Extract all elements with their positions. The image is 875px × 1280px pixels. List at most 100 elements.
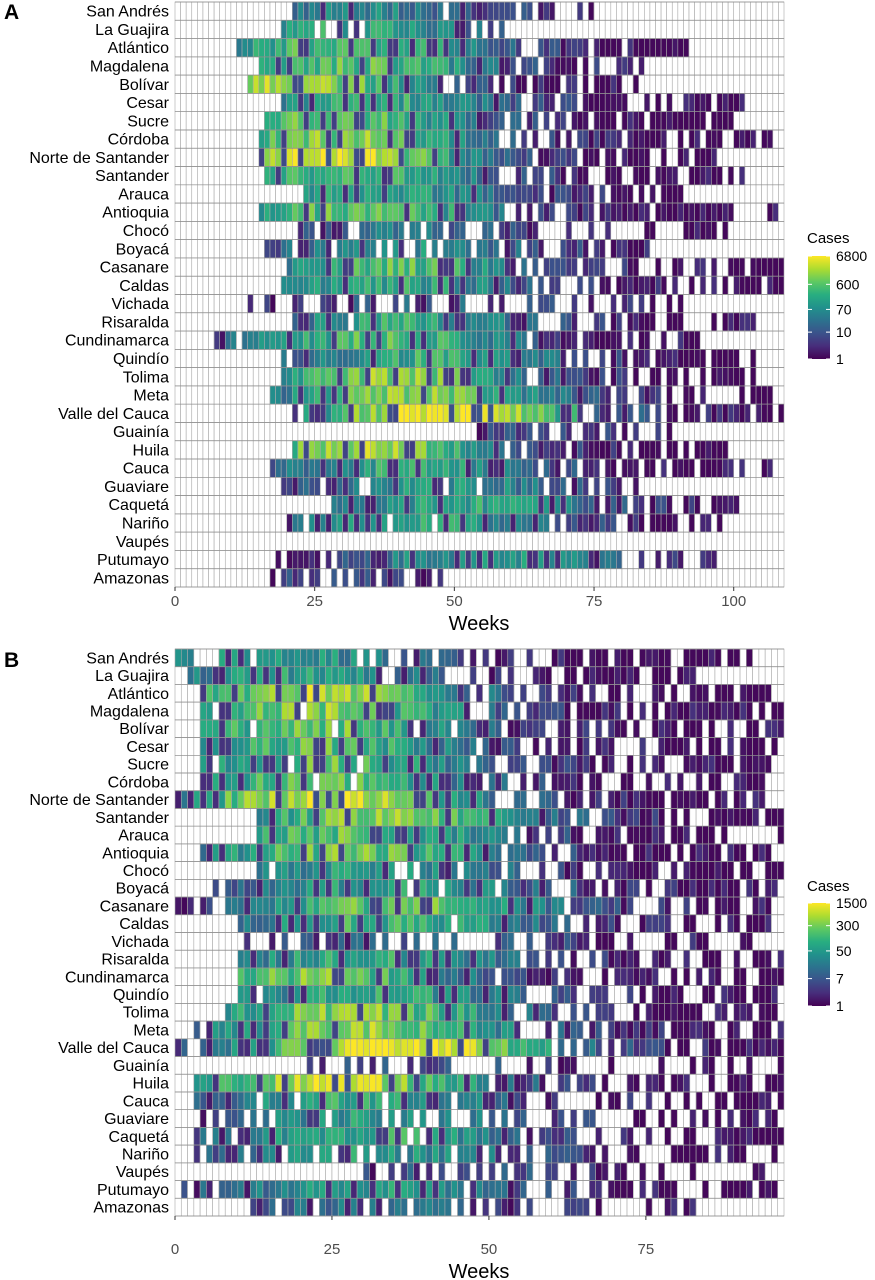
heatmap-cell [576, 684, 584, 703]
heatmap-cell [604, 422, 612, 442]
heatmap-cell [403, 312, 410, 332]
heatmap-cell [565, 147, 572, 167]
empty-cell [683, 312, 690, 332]
empty-cell [219, 74, 226, 94]
empty-cell [521, 531, 528, 551]
empty-cell [588, 403, 595, 423]
empty-cell [280, 403, 288, 423]
empty-cell [733, 166, 740, 186]
heatmap-cell [616, 440, 623, 460]
heatmap-cell [589, 701, 596, 721]
heatmap-cell [319, 239, 327, 259]
empty-cell [660, 477, 667, 496]
heatmap-cell [582, 808, 590, 827]
heatmap-cell [521, 330, 528, 350]
empty-cell [758, 648, 766, 668]
empty-cell [738, 1, 746, 21]
heatmap-cell [400, 772, 408, 792]
empty-cell [593, 221, 600, 240]
heatmap-cell [557, 861, 565, 880]
empty-cell [258, 440, 265, 460]
empty-cell [727, 19, 735, 39]
empty-cell [303, 513, 310, 533]
heatmap-cell [638, 56, 645, 76]
heatmap-cell [409, 477, 416, 496]
empty-cell [761, 513, 768, 533]
heatmap-cell [504, 239, 511, 259]
row-label: Arauca [118, 828, 169, 845]
heatmap-cell [476, 257, 483, 277]
heatmap-cell [292, 330, 299, 350]
empty-cell [241, 568, 248, 588]
heatmap-cell [589, 843, 596, 862]
empty-cell [778, 458, 785, 478]
heatmap-cell [281, 719, 289, 738]
heatmap-cell [476, 184, 483, 204]
heatmap-cell [224, 648, 232, 668]
heatmap-cell [722, 403, 729, 423]
empty-cell [187, 737, 195, 756]
empty-cell [771, 825, 779, 845]
heatmap-cell [616, 129, 623, 149]
heatmap-cell [398, 111, 405, 131]
empty-cell [627, 166, 634, 186]
heatmap-cell [549, 147, 556, 167]
heatmap-cell [526, 550, 533, 570]
heatmap-cell [526, 879, 534, 898]
empty-cell [520, 701, 527, 721]
empty-cell [193, 825, 201, 845]
empty-cell [620, 755, 628, 774]
heatmap-cell [537, 202, 545, 222]
heatmap-cell [420, 56, 427, 76]
heatmap-cell [614, 719, 622, 738]
empty-cell [761, 221, 768, 240]
empty-cell [269, 367, 276, 387]
heatmap-cell [616, 312, 623, 332]
heatmap-cell [664, 719, 672, 738]
heatmap-cell [582, 129, 589, 149]
heatmap-cell [526, 843, 534, 862]
heatmap-cell [353, 74, 360, 94]
heatmap-cell [442, 166, 450, 186]
empty-cell [236, 1, 243, 21]
heatmap-cell [350, 843, 358, 862]
heatmap-cell [406, 861, 414, 880]
heatmap-cell [331, 184, 338, 204]
heatmap-cell [286, 330, 293, 350]
heatmap-cell [465, 257, 472, 277]
heatmap-cell [645, 790, 653, 809]
empty-cell [212, 808, 220, 827]
heatmap-cell [632, 202, 640, 222]
heatmap-cell [532, 239, 539, 259]
empty-cell [180, 861, 188, 880]
empty-cell [733, 221, 740, 240]
row-label: Norte de Santander [29, 150, 169, 167]
empty-cell [744, 93, 751, 112]
heatmap-cell [469, 737, 477, 756]
empty-cell [213, 367, 221, 387]
empty-cell [683, 513, 690, 533]
heatmap-cell [297, 477, 304, 496]
heatmap-cell [537, 239, 545, 259]
heatmap-cell [658, 843, 666, 862]
heatmap-cell [465, 440, 472, 460]
empty-cell [241, 1, 248, 21]
heatmap-cell [375, 19, 383, 39]
empty-cell [750, 221, 757, 240]
heatmap-cell [532, 440, 539, 460]
empty-cell [705, 275, 712, 295]
heatmap-cell [576, 861, 584, 880]
empty-cell [199, 648, 207, 668]
heatmap-cell [722, 312, 729, 332]
heatmap-cell [403, 184, 410, 204]
heatmap-cell [247, 74, 254, 94]
empty-cell [174, 495, 181, 515]
empty-cell [174, 184, 181, 204]
empty-cell [621, 221, 628, 240]
heatmap-cell [695, 737, 703, 756]
row-label: Casanare [100, 898, 169, 915]
heatmap-cell [394, 790, 402, 809]
empty-cell [688, 56, 695, 76]
heatmap-cell [413, 843, 421, 862]
empty-cell [174, 825, 182, 845]
